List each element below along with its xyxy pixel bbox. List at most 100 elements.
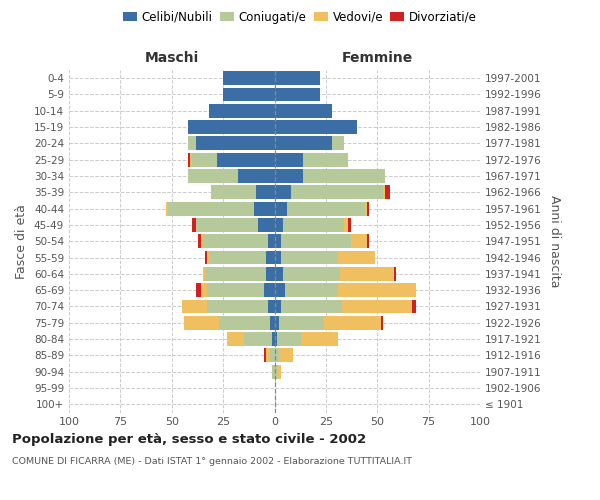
Bar: [203, 267, 205, 281]
Bar: [166, 202, 167, 215]
Bar: [303, 153, 349, 166]
Bar: [188, 169, 238, 183]
Bar: [206, 300, 268, 314]
Bar: [383, 186, 385, 200]
Bar: [188, 136, 196, 150]
Bar: [217, 153, 275, 166]
Bar: [244, 332, 272, 346]
Bar: [275, 153, 303, 166]
Bar: [227, 332, 244, 346]
Bar: [192, 153, 217, 166]
Bar: [275, 283, 285, 297]
Bar: [199, 234, 200, 248]
Bar: [367, 234, 369, 248]
Legend: Celibi/Nubili, Coniugati/e, Vedovi/e, Divorziati/e: Celibi/Nubili, Coniugati/e, Vedovi/e, Di…: [118, 6, 482, 28]
Bar: [192, 218, 196, 232]
Bar: [394, 267, 396, 281]
Bar: [382, 316, 383, 330]
Bar: [275, 88, 320, 102]
Text: Femmine: Femmine: [341, 51, 413, 65]
Text: Maschi: Maschi: [145, 51, 199, 65]
Bar: [412, 300, 416, 314]
Bar: [206, 250, 209, 264]
Bar: [223, 88, 275, 102]
Bar: [278, 348, 293, 362]
Bar: [275, 104, 332, 118]
Bar: [281, 234, 350, 248]
Bar: [203, 234, 268, 248]
Bar: [275, 332, 277, 346]
Bar: [238, 169, 275, 183]
Bar: [200, 283, 206, 297]
Bar: [268, 300, 275, 314]
Bar: [283, 267, 340, 281]
Bar: [264, 348, 266, 362]
Bar: [275, 300, 281, 314]
Bar: [365, 202, 367, 215]
Bar: [196, 218, 258, 232]
Bar: [281, 300, 343, 314]
Bar: [254, 202, 275, 215]
Bar: [281, 250, 338, 264]
Bar: [268, 234, 275, 248]
Bar: [223, 71, 275, 85]
Bar: [264, 283, 275, 297]
Bar: [200, 234, 203, 248]
Y-axis label: Anni di nascita: Anni di nascita: [548, 195, 561, 288]
Y-axis label: Fasce di età: Fasce di età: [16, 204, 28, 279]
Bar: [283, 218, 344, 232]
Bar: [275, 234, 281, 248]
Bar: [271, 348, 275, 362]
Bar: [266, 267, 275, 281]
Bar: [182, 300, 206, 314]
Bar: [285, 283, 338, 297]
Bar: [167, 202, 254, 215]
Bar: [275, 169, 303, 183]
Bar: [367, 202, 369, 215]
Bar: [275, 365, 277, 378]
Bar: [266, 348, 271, 362]
Bar: [275, 71, 320, 85]
Bar: [211, 186, 256, 200]
Bar: [275, 250, 281, 264]
Text: COMUNE DI FICARRA (ME) - Dati ISTAT 1° gennaio 2002 - Elaborazione TUTTITALIA.IT: COMUNE DI FICARRA (ME) - Dati ISTAT 1° g…: [12, 458, 412, 466]
Bar: [277, 332, 301, 346]
Bar: [190, 153, 193, 166]
Bar: [275, 316, 278, 330]
Bar: [275, 218, 283, 232]
Bar: [275, 186, 291, 200]
Bar: [349, 218, 350, 232]
Bar: [272, 365, 275, 378]
Bar: [196, 283, 200, 297]
Bar: [344, 218, 349, 232]
Bar: [332, 136, 344, 150]
Text: Popolazione per età, sesso e stato civile - 2002: Popolazione per età, sesso e stato civil…: [12, 432, 366, 446]
Bar: [206, 283, 264, 297]
Bar: [278, 316, 324, 330]
Bar: [196, 136, 275, 150]
Bar: [272, 332, 275, 346]
Bar: [209, 104, 275, 118]
Bar: [219, 316, 271, 330]
Bar: [205, 250, 206, 264]
Bar: [277, 365, 281, 378]
Bar: [291, 186, 383, 200]
Bar: [184, 316, 219, 330]
Bar: [340, 267, 394, 281]
Bar: [324, 316, 382, 330]
Bar: [275, 120, 356, 134]
Bar: [338, 283, 416, 297]
Bar: [343, 300, 412, 314]
Bar: [275, 348, 278, 362]
Bar: [275, 267, 283, 281]
Bar: [275, 202, 287, 215]
Bar: [205, 267, 266, 281]
Bar: [271, 316, 275, 330]
Bar: [275, 136, 332, 150]
Bar: [287, 202, 365, 215]
Bar: [188, 120, 275, 134]
Bar: [385, 186, 389, 200]
Bar: [303, 169, 385, 183]
Bar: [258, 218, 275, 232]
Bar: [209, 250, 266, 264]
